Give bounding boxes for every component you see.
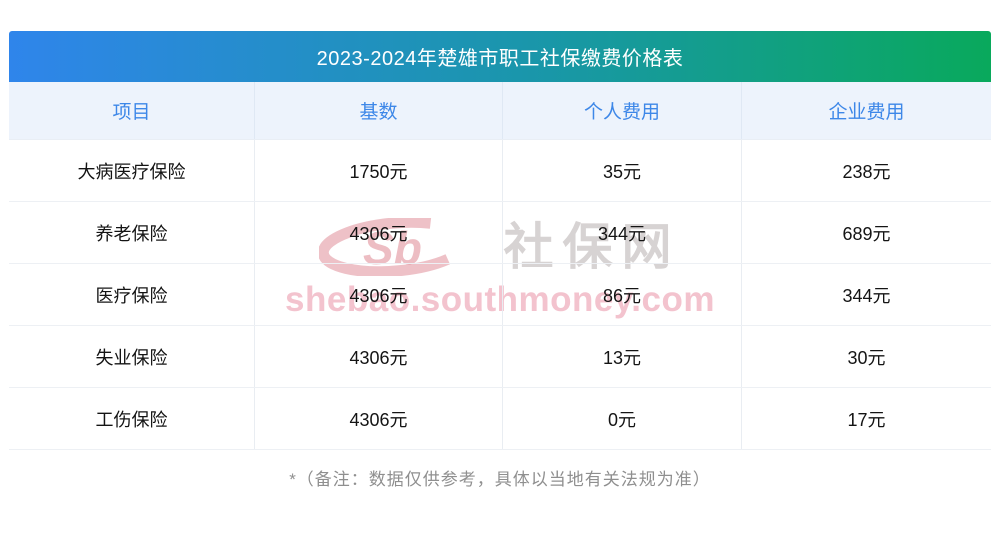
table-row: 工伤保险 4306元 0元 17元 xyxy=(9,388,991,450)
cell-company-fee: 238元 xyxy=(842,161,891,182)
table-title-bar: 2023-2024年楚雄市职工社保缴费价格表 xyxy=(9,31,991,82)
cell-base: 4306元 xyxy=(255,388,503,449)
cell-company-fee: 17元 xyxy=(847,409,886,430)
column-header-personal-fee: 个人费用 xyxy=(503,82,742,139)
social-insurance-price-table: 2023-2024年楚雄市职工社保缴费价格表 项目 基数 个人费用 企业费用 大… xyxy=(9,31,991,450)
cell-personal-fee: 86元 xyxy=(503,264,742,325)
cell-personal-fee: 13元 xyxy=(503,326,742,387)
table-title: 2023-2024年楚雄市职工社保缴费价格表 xyxy=(316,48,684,70)
cell-item: 医疗保险 xyxy=(9,264,255,325)
table-row: 医疗保险 4306元 86元 344元 xyxy=(9,264,991,326)
table-row: 养老保险 4306元 344元 689元 xyxy=(9,202,991,264)
table-row: 失业保险 4306元 13元 30元 xyxy=(9,326,991,388)
cell-company-fee: 689元 xyxy=(842,223,891,244)
table-body: 大病医疗保险 1750元 35元 238元 养老保险 4306元 344元 689元 医疗保险 4… xyxy=(9,140,991,450)
cell-item: 大病医疗保险 xyxy=(9,140,255,201)
cell-base: 4306元 xyxy=(255,326,503,387)
column-header-company-fee: 企业费用 xyxy=(828,102,905,123)
cell-personal-fee: 0元 xyxy=(503,388,742,449)
cell-company-fee: 344元 xyxy=(842,285,891,306)
cell-item: 失业保险 xyxy=(9,326,255,387)
cell-company-fee: 30元 xyxy=(847,347,886,368)
cell-base: 1750元 xyxy=(255,140,503,201)
table-header-row: 项目 基数 个人费用 企业费用 xyxy=(9,82,991,140)
cell-base: 4306元 xyxy=(255,202,503,263)
cell-personal-fee: 344元 xyxy=(503,202,742,263)
cell-personal-fee: 35元 xyxy=(503,140,742,201)
cell-base: 4306元 xyxy=(255,264,503,325)
column-header-base: 基数 xyxy=(255,82,503,139)
table-row: 大病医疗保险 1750元 35元 238元 xyxy=(9,140,991,202)
cell-item: 养老保险 xyxy=(9,202,255,263)
footnote: *（备注：数据仅供参考，具体以当地有关法规为准） xyxy=(289,470,711,489)
cell-item: 工伤保险 xyxy=(9,388,255,449)
column-header-item: 项目 xyxy=(9,82,255,139)
